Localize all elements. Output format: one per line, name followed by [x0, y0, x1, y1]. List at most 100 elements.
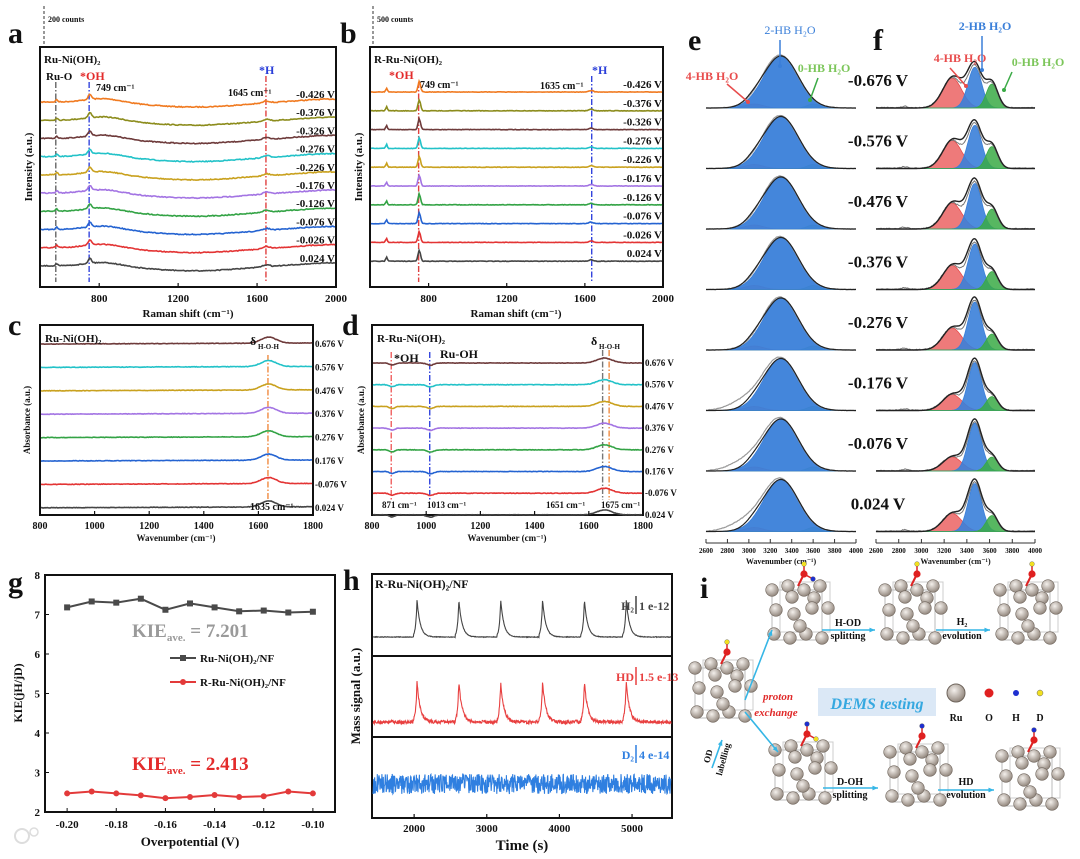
ru-atom — [786, 791, 800, 805]
y-axis-label: Intensity (a.u.) — [23, 132, 35, 201]
ru-atom — [1013, 590, 1027, 604]
ru-atom — [815, 631, 829, 645]
hb4-label: 4-HB H₂O — [686, 69, 739, 83]
spectrum-trace — [40, 500, 312, 509]
spectrum-trace — [41, 429, 313, 439]
potential-label: 0.476 V — [645, 401, 674, 411]
data-point — [211, 604, 218, 611]
spectrum-trace — [372, 356, 643, 367]
panel-label-b: b — [340, 17, 357, 50]
panel-c-ir: 0.676 V 0.576 V 0.476 V 0.376 V 0.276 V 0.176… — [22, 324, 347, 543]
data-point — [285, 609, 292, 616]
ru-atom — [1033, 601, 1047, 615]
cluster-top-2 — [878, 561, 948, 645]
ru-atom — [821, 601, 835, 615]
spectrum-trace — [372, 487, 643, 497]
arrow-head — [980, 68, 984, 72]
d-atom — [724, 639, 730, 645]
ru-atom — [905, 769, 919, 783]
potential-label: 0.676 V — [315, 339, 344, 349]
fit-envelope — [876, 237, 1035, 291]
data-point — [64, 790, 71, 797]
arrow-head — [746, 100, 750, 104]
h-atom — [1031, 727, 1037, 733]
h2-trace — [372, 600, 672, 639]
d-atom — [813, 736, 819, 742]
fit-envelope — [706, 176, 856, 230]
h-label: *H — [592, 63, 608, 77]
hb2-component — [706, 418, 856, 472]
spectrum-trace — [370, 247, 663, 263]
potential-label: -0.126 V — [623, 192, 662, 204]
ru-atom — [931, 741, 945, 755]
y-axis-label: KIE(jH/jD) — [11, 663, 25, 722]
delta-subscript: H-O-H — [258, 343, 280, 351]
legend-marker — [180, 655, 186, 661]
ru-atom — [824, 761, 838, 775]
potential-label: -0.326 V — [623, 117, 662, 129]
kie-sub: ave. — [167, 632, 186, 644]
legend-d-atom — [1036, 689, 1044, 697]
ru-atom — [796, 779, 810, 793]
data-point — [260, 607, 267, 614]
pointer-arrow — [949, 67, 967, 87]
ru-atom — [1049, 601, 1063, 615]
ru-atom — [785, 590, 799, 604]
step-label: splitting — [832, 790, 867, 801]
x-tick-label: 1200 — [139, 521, 159, 532]
potential-label: -0.176 V — [623, 173, 662, 185]
panel-title: R-Ru-Ni(OH)₂/NF — [375, 577, 469, 591]
ru-atom — [706, 709, 720, 723]
ru-atom — [800, 743, 814, 757]
x-tick-label: -0.18 — [105, 819, 128, 831]
panel-title: R-Ru-Ni(OH)₂ — [377, 333, 446, 345]
fit-envelope — [706, 236, 856, 291]
ru-atom — [1027, 749, 1041, 763]
y-axis-label: Intensity (a.u.) — [353, 132, 365, 201]
data-point — [309, 608, 316, 615]
panel-a-raman: 200 counts -0.426 V -0.376 V -0.326 V -0.276… — [23, 6, 348, 320]
y-tick-label: 4 — [35, 728, 41, 740]
x-axis-label: Time (s) — [496, 838, 549, 854]
x-tick-label: 1000 — [416, 521, 436, 532]
pointer-arrow — [726, 83, 749, 103]
peak-1675-label: 1675 cm⁻¹ — [601, 500, 640, 510]
plot-frame — [369, 46, 664, 288]
spectrum-trace — [40, 221, 336, 236]
ru-atom — [928, 631, 942, 645]
cluster-bottom-3 — [995, 727, 1065, 811]
potential-label: -0.076 V — [296, 216, 335, 228]
plot-frame — [44, 574, 336, 813]
legend-o-atom — [984, 688, 994, 698]
peak-871-label: 871 cm⁻¹ — [382, 500, 417, 510]
panel-label-h: h — [343, 564, 360, 597]
ru-atom — [704, 657, 718, 671]
potential-label: -0.076 V — [315, 479, 347, 489]
oh-label: *OH — [394, 351, 419, 365]
y-axis-label: Mass signal (a.u.) — [348, 648, 363, 745]
step-label: HD — [959, 777, 974, 788]
delta-label: δ — [591, 334, 597, 348]
panel-title: R-Ru-Ni(OH)₂ — [374, 54, 443, 66]
potential-label: -0.076 V — [645, 488, 677, 498]
step-label: H₂ — [957, 617, 968, 628]
spectrum-trace — [372, 378, 643, 388]
ru-atom — [1015, 756, 1029, 770]
x-tick-label: 1400 — [525, 521, 545, 532]
series-label-HD: HD — [616, 670, 634, 684]
ruo-label: Ru-O — [46, 71, 73, 83]
x-tick-label: 3000 — [914, 547, 929, 555]
fit-envelope — [706, 478, 856, 533]
spectrum-trace — [370, 229, 663, 244]
ru-atom — [797, 583, 811, 597]
spectrum-trace — [371, 78, 663, 94]
plot-frame — [39, 324, 314, 516]
x-tick-label: 800 — [420, 293, 437, 305]
ru-atom — [805, 601, 819, 615]
ru-atom — [790, 767, 804, 781]
potential-label: -0.276 V — [296, 144, 335, 156]
ru-atom — [690, 705, 704, 719]
x-axis-label: Wavenumber (cm⁻¹) — [920, 557, 991, 566]
kie-main: KIE — [132, 754, 167, 775]
